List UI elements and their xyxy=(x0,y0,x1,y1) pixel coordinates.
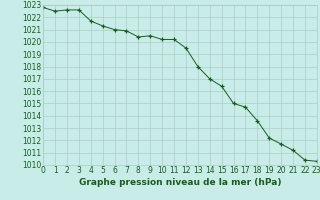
X-axis label: Graphe pression niveau de la mer (hPa): Graphe pression niveau de la mer (hPa) xyxy=(79,178,281,187)
